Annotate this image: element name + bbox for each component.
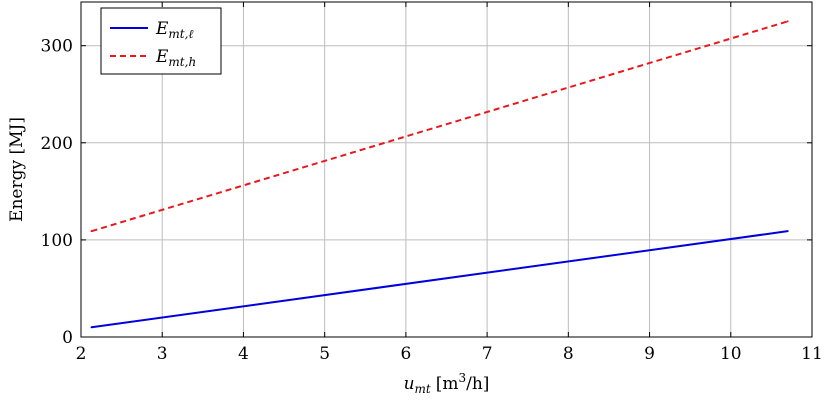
x-tick-label: 2	[76, 344, 87, 364]
x-axis-title-subscript: mt	[415, 382, 431, 396]
legend-label-2: Emt,h	[155, 47, 196, 69]
series-line-2	[91, 20, 788, 233]
y-axis-title: Energy [MJ]	[7, 117, 27, 222]
series-line-1	[91, 230, 788, 329]
series-point-2	[786, 20, 789, 23]
series-point-1	[90, 326, 93, 329]
x-axis-title-superscript: 3	[458, 371, 466, 385]
series-layer	[90, 20, 789, 329]
x-axis-title-unit: [m	[436, 374, 459, 394]
y-tick-label: 0	[62, 328, 73, 348]
x-tick-label: 9	[644, 344, 655, 364]
legend-label-subscript: mt,h	[168, 55, 196, 69]
x-tick-label: 4	[238, 344, 249, 364]
y-tick-label: 100	[41, 231, 73, 251]
legend-label-main: E	[155, 19, 169, 39]
x-tick-label: 5	[319, 344, 330, 364]
tick-layer: 2 3 4 5 6 7 8 9 10 11 0 100 200 300	[41, 2, 823, 364]
x-tick-label: 7	[482, 344, 493, 364]
legend-box	[100, 7, 222, 75]
plot-frame	[80, 1, 813, 338]
series-point-1	[786, 230, 789, 233]
legend-label-1: Emt,ℓ	[155, 19, 193, 41]
series-point-2	[90, 230, 93, 233]
x-axis-title-variable: u	[404, 374, 415, 394]
x-tick-label: 3	[157, 344, 168, 364]
x-axis-title-unit-end: /h]	[466, 374, 489, 394]
x-tick-label: 8	[563, 344, 574, 364]
y-tick-label: 200	[41, 134, 73, 154]
x-tick-label: 11	[801, 344, 823, 364]
y-tick-label: 300	[41, 37, 73, 57]
legend-label-subscript: mt,ℓ	[168, 27, 193, 41]
x-tick-label: 10	[720, 344, 742, 364]
x-axis-title: umt [m3/h]	[404, 371, 490, 396]
legend-label-main: E	[155, 47, 169, 67]
x-tick-label: 6	[400, 344, 411, 364]
